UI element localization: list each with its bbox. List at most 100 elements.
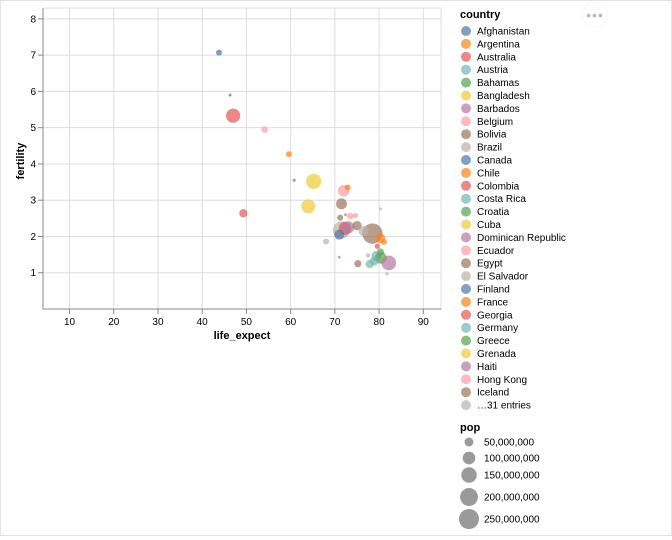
plot-background (42, 7, 442, 310)
legend-label: Austria (477, 65, 509, 76)
data-point (385, 272, 389, 276)
size-legend-swatch (464, 437, 474, 447)
color-legend-title: country (460, 9, 501, 21)
data-point (292, 178, 296, 182)
size-legend-swatch (460, 488, 478, 506)
data-point (285, 151, 293, 158)
y-tick-label: 8 (30, 14, 36, 25)
legend-label: Canada (477, 156, 512, 167)
data-point (337, 214, 344, 221)
size-legend-label: 250,000,000 (484, 515, 540, 526)
legend-label: Bahamas (477, 78, 519, 89)
size-legend-swatch (459, 509, 479, 529)
data-point (261, 126, 269, 133)
legend-label: Ecuador (477, 246, 515, 257)
legend-swatch (461, 374, 471, 385)
data-point (354, 259, 362, 268)
x-tick-label: 60 (285, 317, 297, 328)
data-point (380, 238, 388, 246)
legend-label: Croatia (477, 207, 510, 218)
data-point (365, 259, 375, 269)
legend-label: Bolivia (477, 130, 507, 141)
data-point (352, 220, 362, 231)
size-legend-label: 150,000,000 (484, 471, 540, 482)
legend-swatch (461, 271, 471, 282)
legend-label: Haiti (477, 362, 497, 373)
size-legend-title: pop (460, 422, 480, 434)
legend-label: Finland (477, 285, 510, 296)
x-tick-label: 70 (329, 317, 341, 328)
legend-label: France (477, 297, 509, 308)
legend-swatch (461, 232, 471, 243)
legend-swatch (461, 26, 471, 36)
legend-swatch (461, 155, 471, 165)
legend-swatch (461, 309, 471, 320)
size-legend-label: 50,000,000 (484, 438, 534, 449)
legend-swatch (461, 206, 471, 217)
legend-swatch (461, 180, 471, 191)
x-tick-label: 80 (374, 317, 386, 328)
legend-label: Egypt (477, 259, 503, 270)
y-axis: 1 2 3 4 5 6 7 8 (30, 8, 44, 309)
data-point (322, 238, 330, 245)
data-point (301, 199, 316, 214)
legend-label: Bangladesh (477, 91, 530, 102)
legend-label: Hong Kong (477, 375, 527, 386)
legend-label: El Salvador (477, 272, 529, 283)
legend-swatch (461, 284, 471, 294)
legend-swatch (461, 116, 471, 127)
legend-label: Germany (477, 323, 518, 334)
data-point (374, 243, 381, 250)
legend-swatch (461, 361, 471, 372)
legend-label: …31 entries (477, 401, 531, 412)
legend-label: Greece (477, 336, 510, 347)
data-point (341, 221, 355, 234)
y-tick-label: 7 (30, 51, 36, 62)
data-point (344, 184, 351, 191)
legend-label: Belgium (477, 117, 513, 128)
legend-swatch (461, 387, 471, 398)
legend-swatch (461, 296, 471, 307)
legend-label: Argentina (477, 39, 520, 50)
size-legend: pop 50,000,000 100,000,000 150,000,000 200,… (459, 422, 540, 529)
legend-swatch (461, 38, 471, 49)
x-tick-label: 90 (418, 317, 430, 328)
y-tick-label: 2 (30, 232, 36, 243)
size-legend-swatch (462, 451, 476, 465)
x-axis-title: life_expect (214, 330, 271, 342)
x-axis: 10 20 30 40 50 60 70 80 90 (43, 308, 441, 328)
legend-swatch (461, 129, 471, 140)
legend-swatch (461, 167, 471, 178)
y-tick-label: 6 (30, 87, 36, 98)
data-point (334, 229, 345, 240)
data-point (346, 212, 354, 220)
data-point (378, 207, 383, 211)
legend-label: Dominican Republic (477, 233, 566, 244)
x-tick-label: 20 (108, 317, 120, 328)
y-tick-label: 1 (30, 268, 36, 279)
y-tick-label: 4 (30, 159, 36, 170)
y-axis-title: fertility (15, 142, 27, 180)
legend-label: Afghanistan (477, 27, 530, 38)
actions-menu-button[interactable]: ••• (583, 3, 607, 27)
legend-label: Georgia (477, 310, 513, 321)
x-tick-label: 30 (152, 317, 164, 328)
size-legend-label: 100,000,000 (484, 454, 540, 465)
x-tick-label: 10 (64, 317, 76, 328)
legend-swatch (461, 64, 471, 75)
x-tick-label: 50 (241, 317, 253, 328)
data-point (352, 212, 359, 219)
data-point (365, 253, 371, 258)
legend-label: Cuba (477, 220, 501, 231)
y-tick-label: 3 (30, 196, 36, 207)
data-point (215, 49, 223, 56)
legend-label: Chile (477, 168, 500, 179)
data-point (225, 108, 241, 123)
legend-swatch (461, 193, 471, 204)
legend-label: Grenada (477, 349, 516, 360)
data-point (337, 255, 341, 259)
data-points (215, 49, 397, 276)
legend-label: Iceland (477, 388, 509, 399)
data-point (343, 213, 348, 217)
